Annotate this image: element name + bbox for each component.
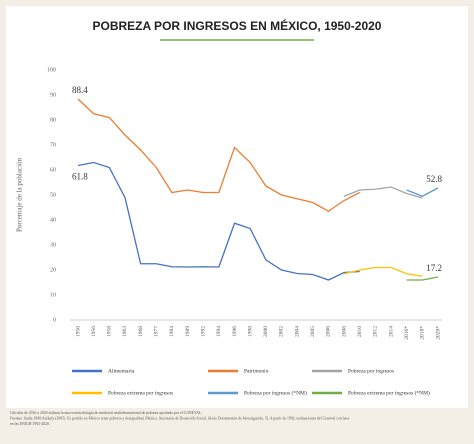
y-tick-label: 90 [50, 92, 56, 98]
x-tick-label: 2016* [404, 326, 410, 340]
x-tick-label: 1998 [247, 326, 253, 337]
data-label: 88.4 [72, 85, 88, 95]
y-tick-label: 70 [50, 142, 56, 148]
x-tick-label: 2000 [263, 326, 269, 337]
card [6, 6, 468, 408]
footnote: Fuentes: Stalia 1980-Székely (2005). Es … [10, 416, 350, 421]
x-tick-label: 1992 [200, 326, 206, 337]
series-line [406, 276, 439, 281]
y-tick-label: 50 [50, 192, 56, 198]
legend-label: Pobreza por ingresos (*NM) [244, 389, 307, 396]
y-axis-label: Porcentaje de la población [16, 157, 24, 232]
data-label: 52.8 [426, 174, 442, 184]
x-tick-label: 1950 [75, 326, 81, 337]
legend-label: Alimentaria [108, 368, 135, 374]
x-tick-label: 1994 [216, 326, 222, 337]
x-tick-label: 2010 [357, 326, 363, 337]
x-tick-label: 1984 [169, 326, 175, 337]
x-tick-label: 2020* [435, 326, 441, 340]
data-label: 61.8 [72, 172, 88, 182]
x-tick-label: 2005 [310, 326, 316, 337]
x-tick-label: 2008 [341, 326, 347, 337]
legend-label: Pobreza extrema por ingresos (*NM) [348, 389, 430, 396]
chart-title: POBREZA POR INGRESOS EN MÉXICO, 1950-202… [93, 18, 382, 33]
x-tick-label: 1958 [107, 326, 113, 337]
x-tick-label: 2002 [279, 326, 285, 337]
series-line [77, 98, 361, 213]
series-line [343, 186, 423, 199]
x-tick-label: 2018* [420, 326, 426, 340]
x-tick-label: 2004 [294, 326, 300, 337]
y-tick-label: 0 [53, 317, 56, 323]
footnote: en las ENIGH 1992-2020. [10, 422, 50, 426]
data-label: 17.2 [426, 263, 442, 273]
footnote: Cálculos de 2016 a 2020 utilizan la nuev… [10, 411, 202, 415]
y-tick-label: 20 [50, 267, 56, 273]
x-tick-label: 1977 [154, 326, 160, 337]
x-tick-label: 1996 [232, 326, 238, 337]
x-tick-label: 2006 [326, 326, 332, 337]
series-line [77, 161, 360, 281]
series-line [406, 187, 439, 197]
y-tick-label: 30 [50, 242, 56, 248]
legend-label: Pobreza por ingresos [348, 368, 394, 374]
y-tick-label: 100 [47, 67, 56, 73]
x-tick-label: 1989 [185, 326, 191, 337]
y-tick-label: 60 [50, 167, 56, 173]
y-tick-label: 10 [50, 292, 56, 298]
series-line [343, 266, 423, 277]
legend-label: Patrimonio [244, 368, 269, 374]
y-tick-label: 40 [50, 217, 56, 223]
x-tick-label: 1963 [122, 326, 128, 337]
y-tick-label: 80 [50, 117, 56, 123]
legend-label: Pobreza extrema por ingresos [108, 390, 173, 396]
x-tick-label: 1956 [91, 326, 97, 337]
x-tick-label: 2012 [373, 326, 379, 337]
x-tick-label: 1968 [138, 326, 144, 337]
x-tick-label: 2014 [388, 326, 394, 337]
